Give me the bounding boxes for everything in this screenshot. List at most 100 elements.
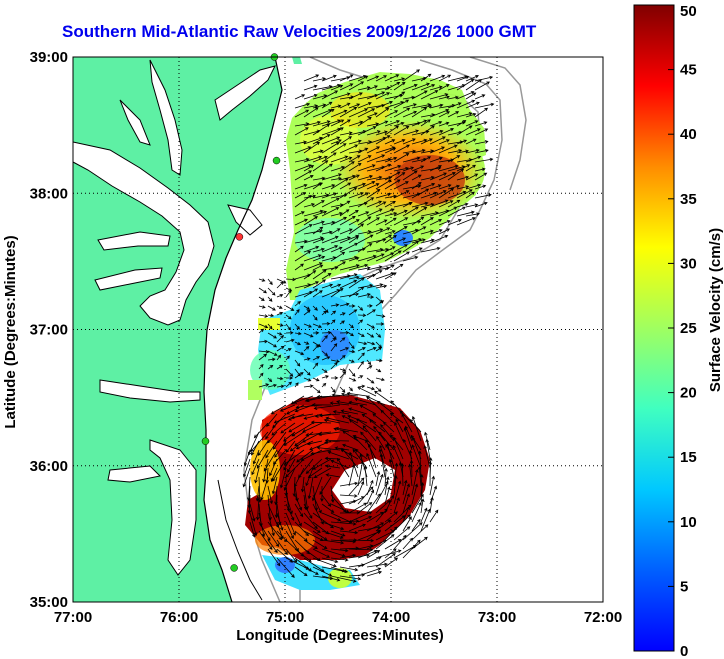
velocity-arrow: [339, 312, 346, 316]
velocity-arrow: [357, 480, 365, 496]
velocity-arrow: [294, 140, 308, 145]
velocity-arrow: [393, 217, 409, 226]
velocity-arrow: [321, 163, 333, 172]
velocity-arrow: [255, 485, 260, 502]
velocity-arrow: [357, 234, 374, 244]
velocity-arrow: [402, 110, 418, 118]
velocity-arrow: [357, 352, 365, 361]
velocity-arrow: [303, 309, 311, 316]
velocity-arrow: [337, 457, 350, 478]
velocity-arrow: [366, 228, 384, 235]
velocity-arrow: [366, 112, 378, 118]
velocity-arrow: [267, 350, 278, 356]
velocity-arrow: [321, 368, 328, 373]
velocity-arrow: [384, 139, 396, 145]
velocity-arrow: [267, 296, 273, 302]
velocity-arrow: [312, 94, 328, 100]
velocity-arrow: [327, 450, 350, 460]
velocity-arrow: [384, 250, 402, 262]
velocity-arrow: [339, 279, 358, 289]
velocity-arrow: [383, 421, 395, 433]
velocity-arrow: [375, 92, 391, 100]
velocity-arrow: [366, 253, 385, 262]
velocity-arrow: [447, 111, 460, 118]
velocity-arrow: [420, 507, 428, 523]
velocity-arrow: [339, 302, 350, 307]
velocity-arrow: [384, 486, 391, 505]
velocity-arrow: [362, 425, 377, 442]
velocity-arrow: [357, 216, 372, 226]
velocity-arrow: [394, 421, 404, 442]
velocity-arrow: [374, 390, 395, 406]
velocity-arrow: [254, 467, 260, 484]
velocity-arrow: [303, 262, 323, 271]
velocity-arrow: [294, 331, 302, 336]
velocity-arrow: [456, 91, 475, 100]
velocity-arrow: [312, 521, 330, 535]
velocity-arrow: [418, 450, 422, 478]
velocity-arrow: [420, 84, 436, 91]
velocity-arrow: [321, 90, 339, 100]
velocity-arrow: [303, 368, 311, 376]
velocity-arrow: [402, 149, 417, 154]
velocity-arrow: [330, 165, 345, 172]
velocity-arrow: [341, 415, 359, 424]
velocity-arrow: [384, 147, 397, 154]
velocity-arrow: [339, 119, 351, 127]
velocity-arrow: [303, 216, 319, 226]
velocity-arrow: [285, 521, 294, 540]
velocity-arrow: [339, 107, 358, 118]
velocity-arrow: [258, 512, 266, 538]
velocity-arrow: [267, 287, 276, 296]
velocity-arrow: [303, 377, 312, 382]
velocity-arrow: [265, 422, 278, 440]
velocity-arrow: [294, 157, 310, 163]
velocity-arrow: [366, 377, 375, 384]
velocity-arrow: [303, 346, 310, 352]
velocity-arrow: [372, 413, 386, 424]
velocity-arrow: [390, 434, 404, 451]
velocity-arrow: [403, 427, 413, 451]
velocity-arrow: [438, 128, 455, 136]
velocity-arrow: [402, 170, 418, 181]
velocity-arrow: [429, 184, 442, 190]
velocity-arrow: [375, 480, 389, 505]
velocity-arrow: [366, 489, 375, 505]
velocity-arrow: [402, 184, 422, 190]
velocity-arrow: [384, 212, 398, 217]
velocity-arrow: [348, 209, 359, 217]
velocity-arrow: [340, 409, 359, 415]
velocity-arrow: [402, 539, 421, 559]
velocity-arrow: [375, 107, 390, 118]
velocity-arrow: [339, 242, 359, 253]
velocity-arrow: [348, 407, 368, 415]
velocity-arrow: [357, 147, 369, 154]
velocity-arrow: [313, 404, 341, 410]
velocity-arrow: [393, 226, 408, 235]
velocity-arrow: [285, 331, 294, 335]
velocity-arrow: [429, 103, 444, 109]
velocity-arrow: [312, 362, 319, 370]
velocity-arrow: [402, 206, 419, 217]
velocity-arrow: [411, 90, 428, 100]
velocity-arrow: [303, 175, 314, 181]
velocity-arrow: [429, 172, 447, 181]
velocity-arrow: [258, 349, 270, 354]
velocity-arrow: [294, 195, 312, 208]
velocity-arrow: [285, 277, 297, 282]
velocity-arrow: [420, 498, 425, 514]
velocity-arrow: [384, 82, 401, 91]
velocity-arrow: [312, 323, 322, 328]
velocity-arrow: [366, 75, 380, 82]
velocity-arrow: [303, 323, 312, 328]
colorbar-tick-label: 5: [680, 578, 688, 595]
velocity-arrow: [379, 444, 386, 460]
velocity-arrow: [330, 362, 338, 370]
velocity-arrow: [321, 230, 333, 235]
velocity-arrow: [330, 155, 349, 163]
velocity-arrow: [276, 305, 283, 309]
velocity-arrow: [303, 288, 319, 298]
velocity-arrow: [366, 493, 381, 514]
velocity-arrow: [339, 161, 355, 172]
velocity-arrow: [339, 354, 346, 361]
